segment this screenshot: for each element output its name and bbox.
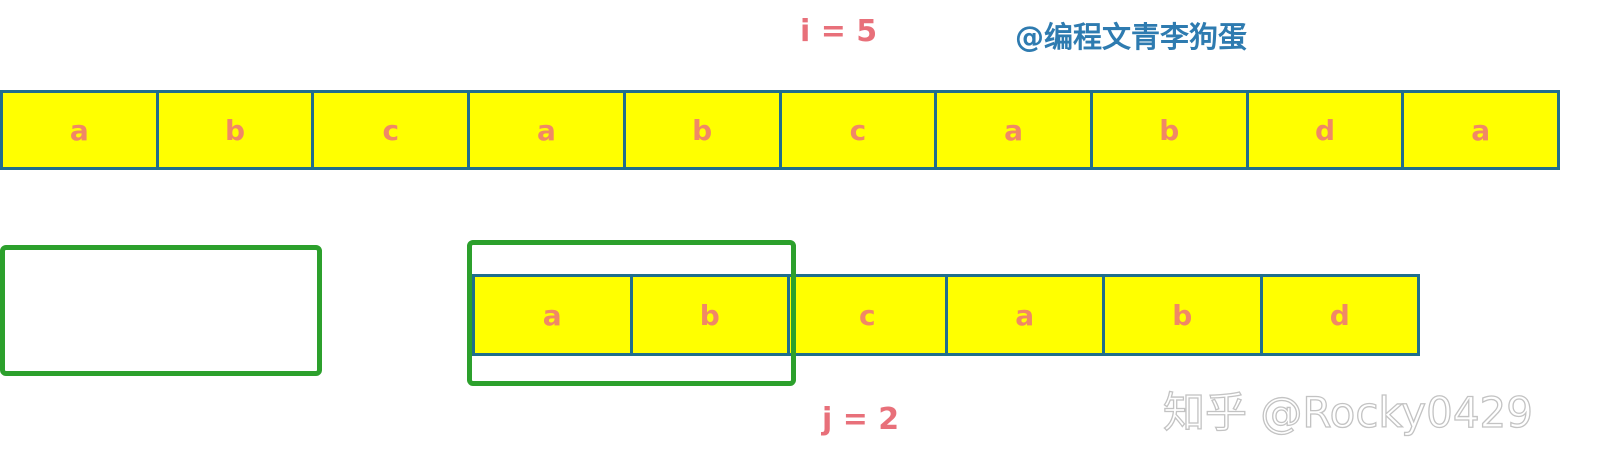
i-index-label: i = 5: [800, 14, 878, 49]
pattern-string-cell: b: [1102, 274, 1263, 356]
main-string-cell: a: [467, 90, 626, 170]
pattern-string-cell: a: [472, 274, 633, 356]
pattern-string-cell: c: [787, 274, 948, 356]
main-string-cell: a: [1401, 90, 1561, 170]
main-string-cell: a: [0, 90, 159, 170]
main-string-cell: b: [155, 90, 315, 170]
main-string-cell: b: [1089, 90, 1249, 170]
pattern-string-cell: b: [629, 274, 790, 356]
j-index-label: j = 2: [822, 402, 900, 437]
site-watermark: 知乎 @Rocky0429: [1162, 387, 1534, 437]
pattern-string-cell: d: [1259, 274, 1420, 356]
empty-highlight-box: [0, 245, 322, 376]
matched-prefix-highlight-box: [467, 240, 796, 386]
main-string-cell: a: [934, 90, 1093, 170]
main-string-cell: c: [778, 90, 938, 170]
author-watermark: @编程文青李狗蛋: [1015, 20, 1248, 54]
main-string-cell: c: [311, 90, 471, 170]
main-string-cell: d: [1245, 90, 1405, 170]
main-string-cell: b: [622, 90, 782, 170]
pattern-string-cell: a: [944, 274, 1105, 356]
